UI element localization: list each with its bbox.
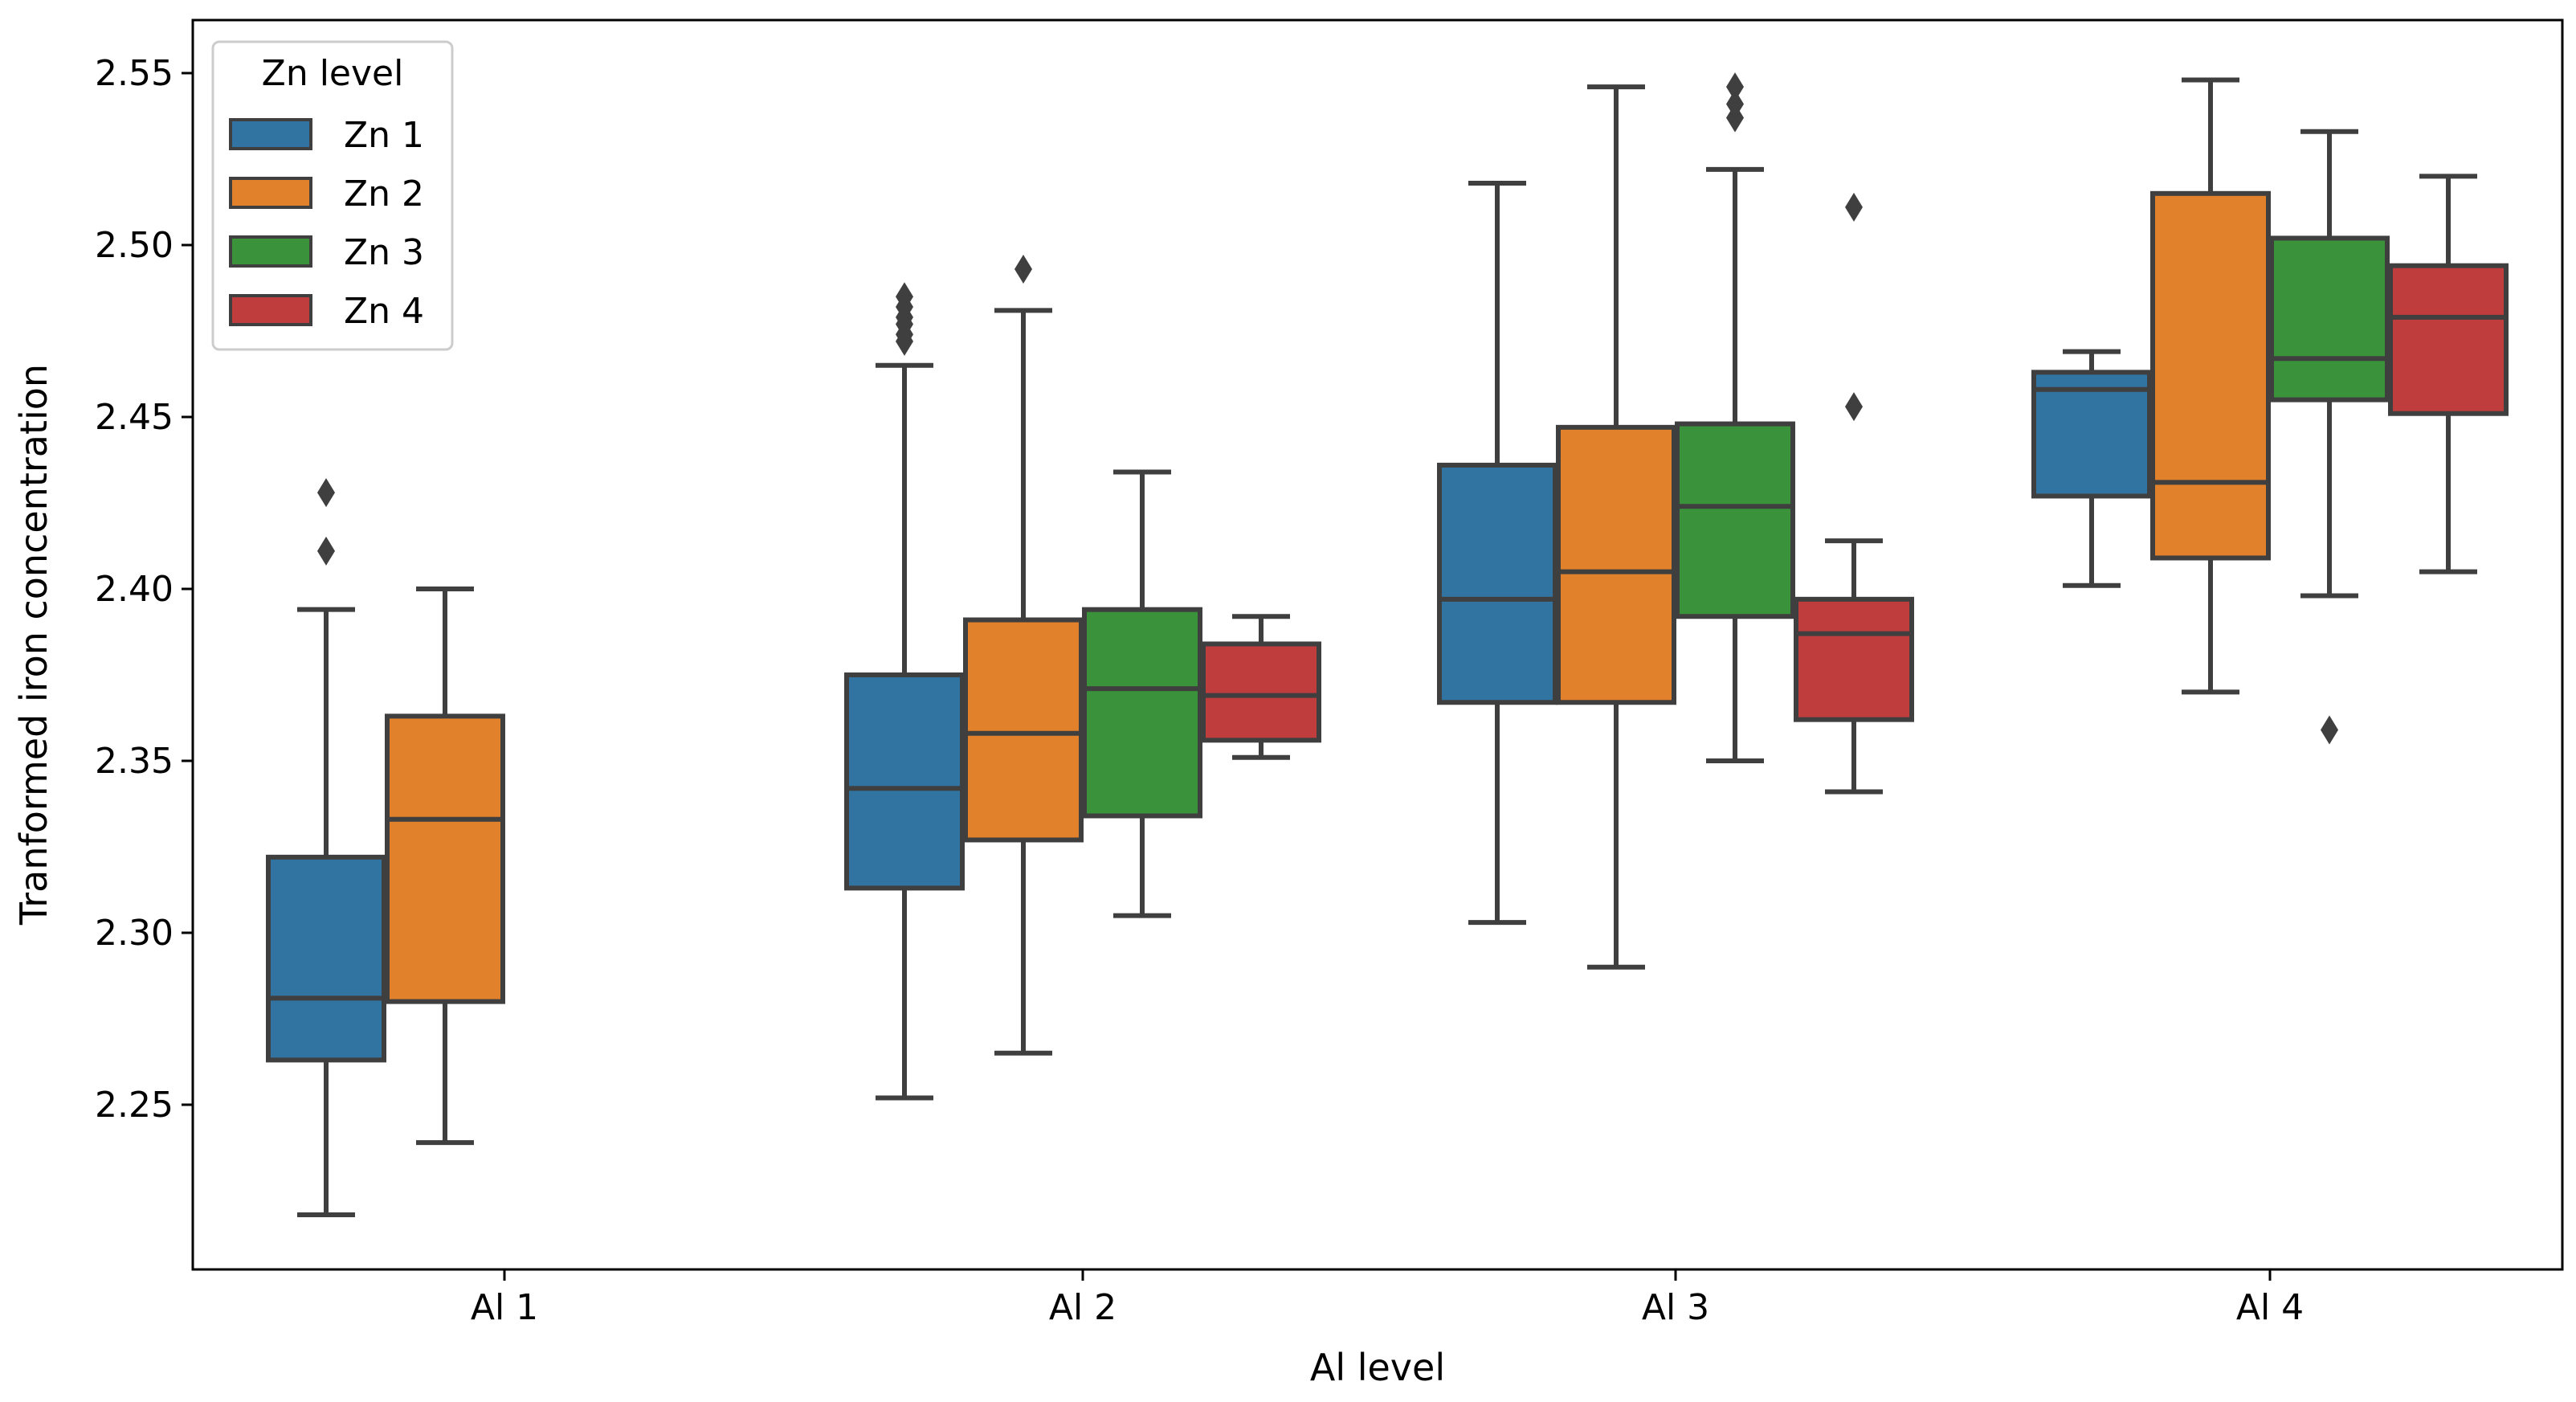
x-tick-label: Al 4 [2236,1287,2304,1328]
outlier-point [1845,392,1863,422]
legend-swatch [229,118,312,150]
box-iqr [385,713,505,1004]
box-iqr [2031,370,2152,499]
box-iqr [266,854,386,1063]
y-tick-label: 2.30 [95,913,174,954]
box-group [1794,192,1914,795]
y-tick-label: 2.25 [95,1085,174,1126]
y-tick-label: 2.35 [95,741,174,782]
legend-swatch [229,294,312,326]
box-iqr [1556,424,1676,705]
outlier-point [1726,89,1744,119]
outlier-point [317,536,335,566]
y-axis: 2.25 2.30 2.35 2.40 2.45 2.50 2.55 [95,53,193,1126]
outlier-point [1014,254,1032,284]
box-group [1556,84,1676,970]
x-axis: Al 1 Al 2 Al 3 Al 4 [471,1269,2304,1328]
box-iqr [1201,641,1321,743]
box-group [2388,174,2509,574]
box-iqr [1794,596,1914,722]
legend-label: Zn 4 [344,291,424,332]
outlier-point [896,282,913,312]
box-iqr [1437,462,1557,705]
legend: Zn level Zn 1 Zn 2 Zn 3 Zn 4 [211,40,454,351]
box-group [1437,180,1557,926]
boxes-layer [266,72,2509,1217]
box-group [844,282,965,1101]
box-group [2269,129,2390,745]
y-tick-label: 2.45 [95,397,174,438]
box-iqr [963,617,1084,843]
box-iqr [2150,190,2271,561]
box-group [2031,349,2152,588]
legend-label: Zn 2 [344,174,424,215]
box-group [266,478,386,1217]
y-tick-label: 2.50 [95,225,174,266]
box-group [385,587,505,1146]
y-tick-label: 2.55 [95,53,174,94]
box-iqr [1082,607,1202,819]
box-iqr [844,672,965,891]
outlier-point [1726,72,1744,102]
box-group [2150,77,2271,695]
x-tick-label: Al 1 [471,1287,538,1328]
plot-area-frame [191,18,2564,1271]
box-iqr [2388,263,2509,416]
x-tick-label: Al 2 [1049,1287,1117,1328]
legend-swatch [229,235,312,268]
y-axis-label: Tranformed iron concentration [12,364,55,926]
box-group [1201,614,1321,760]
legend-title: Zn level [262,53,404,94]
box-iqr [1675,421,1795,619]
y-tick-label: 2.40 [95,569,174,610]
outlier-point [1845,192,1863,222]
x-axis-label: Al level [1310,1346,1445,1389]
box-group [1082,469,1202,918]
box-group [1675,72,1795,763]
box-iqr [2269,235,2390,403]
x-tick-label: Al 3 [1642,1287,1709,1328]
legend-label: Zn 3 [344,232,424,273]
legend-swatch [229,177,312,209]
box-group [963,254,1084,1056]
outlier-point [2321,715,2338,745]
outlier-point [317,478,335,508]
legend-label: Zn 1 [344,115,424,156]
legend-entries: Zn 1 Zn 2 Zn 3 Zn 4 [229,115,424,332]
